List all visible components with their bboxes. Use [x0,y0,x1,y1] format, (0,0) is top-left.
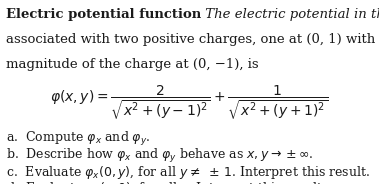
Text: associated with two positive charges, one at (0, 1) with twice the: associated with two positive charges, on… [6,33,379,46]
Text: magnitude of the charge at (0, −1), is: magnitude of the charge at (0, −1), is [6,58,258,71]
Text: Electric potential function: Electric potential function [6,8,201,21]
Text: The electric potential in the χυ-plane: The electric potential in the χυ-plane [201,8,379,21]
Text: c.  Evaluate $\varphi_x(0, y)$, for all $y \neq\ \pm\,1$. Interpret this result.: c. Evaluate $\varphi_x(0, y)$, for all $… [6,164,370,181]
Text: a.  Compute $\varphi_x$ and $\varphi_y$.: a. Compute $\varphi_x$ and $\varphi_y$. [6,130,150,148]
Text: d.  Evaluate $\varphi_y(x, 0)$, for all $x$. Interpret this result.: d. Evaluate $\varphi_y(x, 0)$, for all $… [6,181,326,184]
Text: b.  Describe how $\varphi_x$ and $\varphi_y$ behave as $x, y \rightarrow \pm\inf: b. Describe how $\varphi_x$ and $\varphi… [6,147,313,165]
Text: $\varphi(x, y) = \dfrac{2}{\sqrt{x^2 + (y-1)^2}} + \dfrac{1}{\sqrt{x^2 + (y+1)^2: $\varphi(x, y) = \dfrac{2}{\sqrt{x^2 + (… [50,84,329,122]
